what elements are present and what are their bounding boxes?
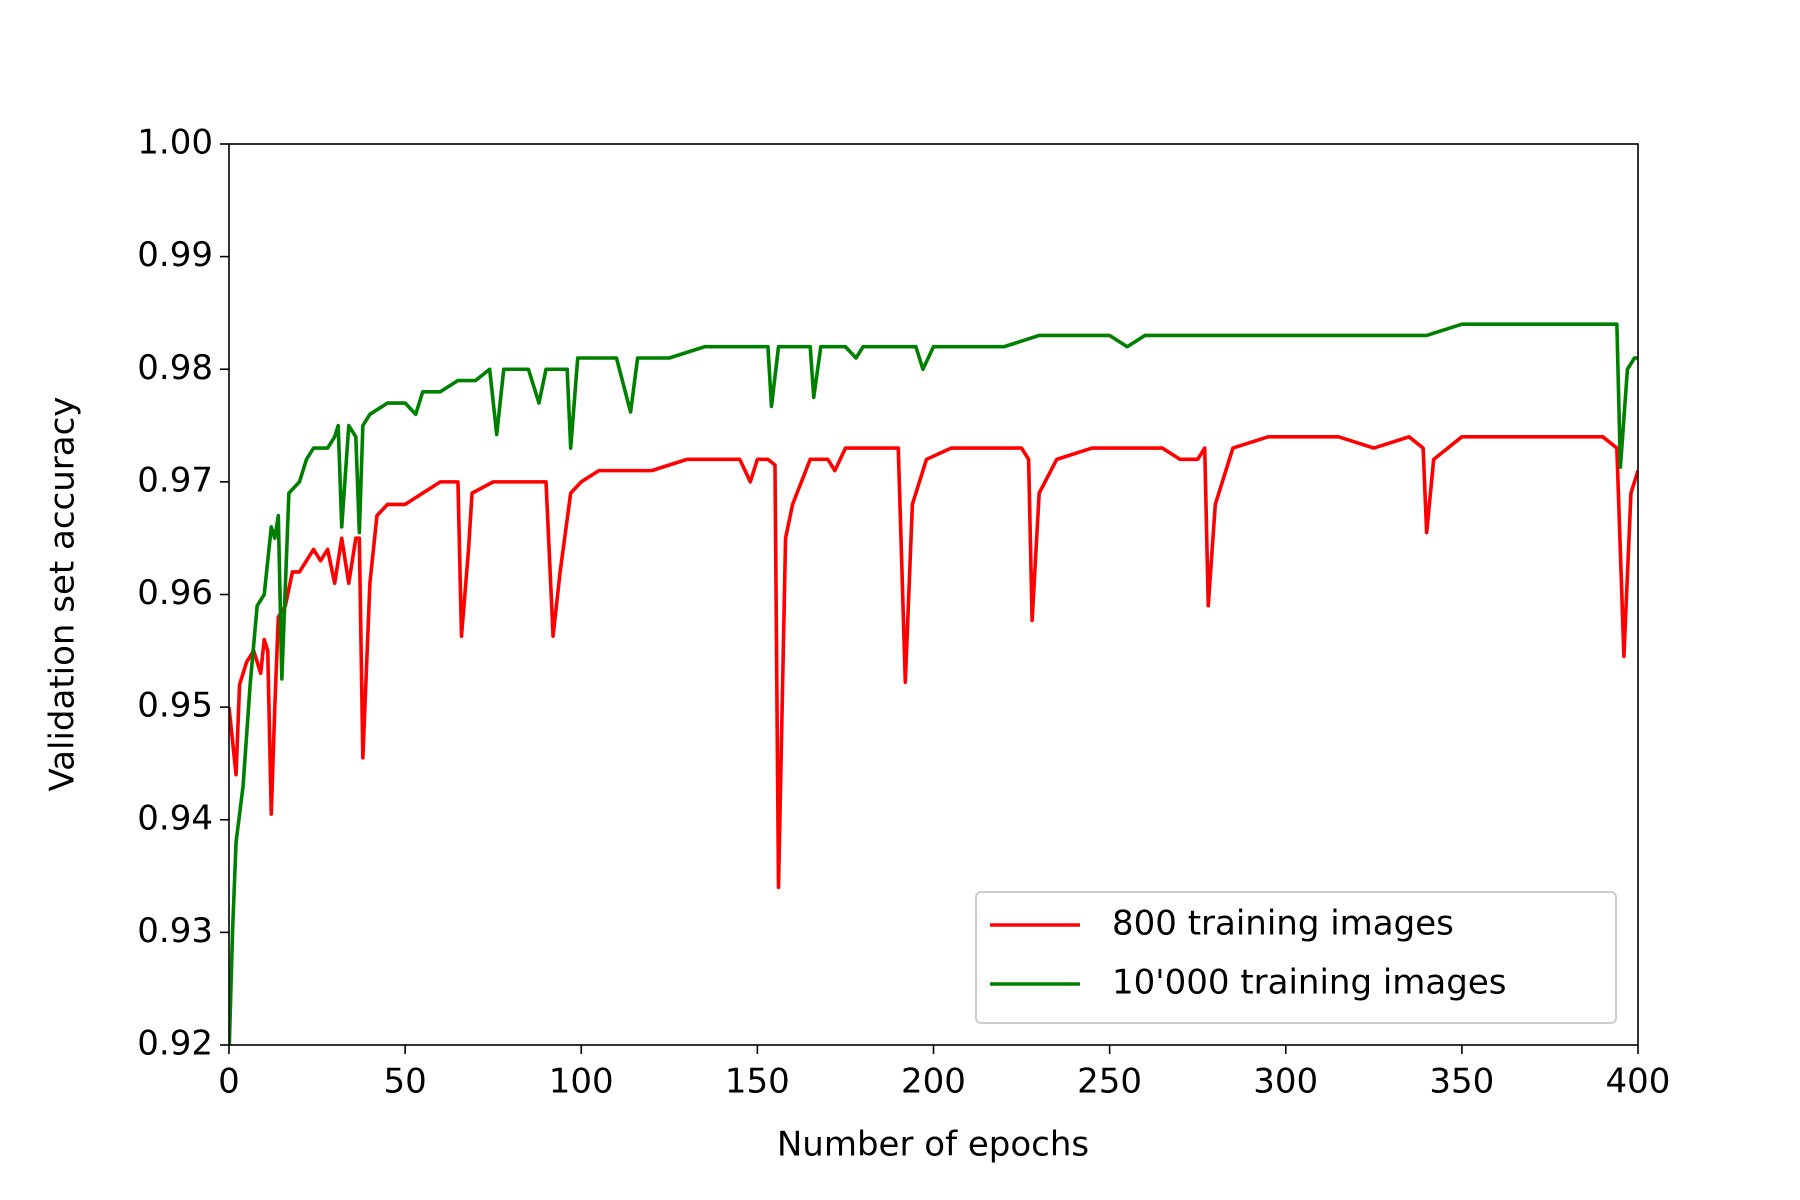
x-tick-label: 200 — [901, 1062, 966, 1102]
x-tick-label: 100 — [549, 1062, 614, 1102]
legend-label: 10'000 training images — [1112, 963, 1506, 1003]
y-tick-label: 0.95 — [137, 686, 213, 726]
y-tick-label: 0.92 — [137, 1024, 213, 1064]
x-tick-label: 350 — [1429, 1062, 1494, 1102]
plot-frame — [228, 143, 1639, 1046]
y-tick-label: 0.93 — [137, 911, 213, 951]
legend-label: 800 training images — [1112, 904, 1454, 944]
y-tick-label: 0.99 — [137, 235, 213, 275]
y-tick-label: 0.94 — [137, 798, 213, 838]
x-tick-label: 250 — [1077, 1062, 1142, 1102]
y-tick-label: 0.97 — [137, 460, 213, 500]
x-axis-label: Number of epochs — [777, 1125, 1089, 1165]
series-line — [229, 435, 1638, 890]
x-tick-label: 50 — [383, 1062, 426, 1102]
series-line — [229, 322, 1638, 1045]
legend-box — [975, 891, 1617, 1024]
y-tick-label: 0.98 — [137, 348, 213, 388]
x-tick-label: 400 — [1606, 1062, 1671, 1102]
y-tick-label: 1.00 — [137, 123, 213, 163]
x-tick-label: 0 — [218, 1062, 240, 1102]
x-tick-label: 150 — [725, 1062, 790, 1102]
x-tick-label: 300 — [1253, 1062, 1318, 1102]
y-tick-label: 0.96 — [137, 573, 213, 613]
y-axis-label: Validation set accuracy — [43, 397, 83, 792]
